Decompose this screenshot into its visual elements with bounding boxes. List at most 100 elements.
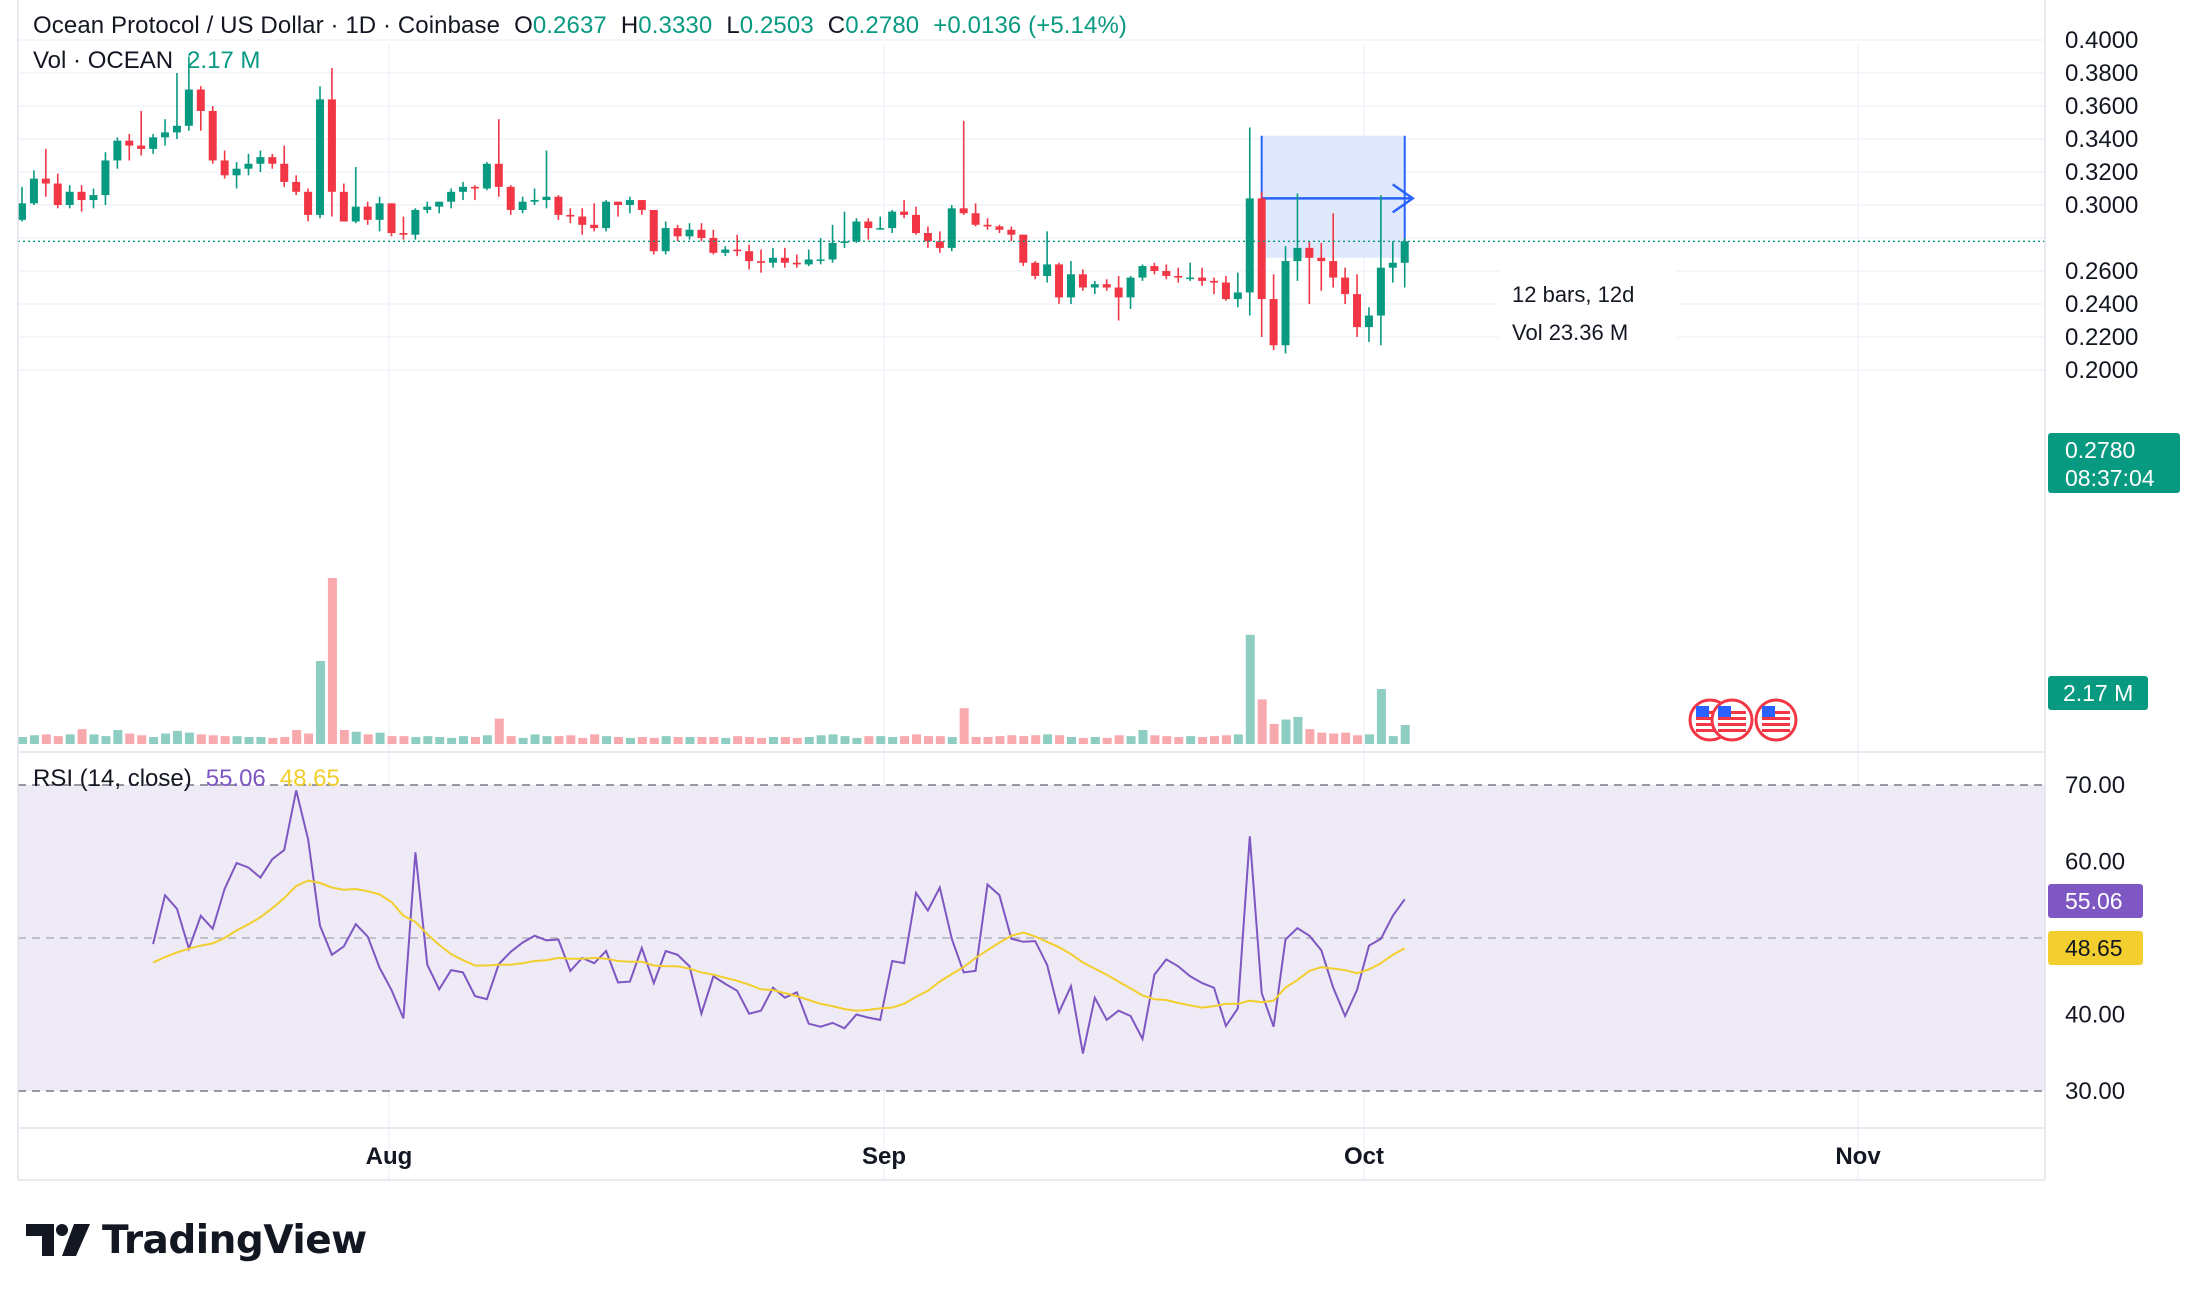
price-tick-label: 0.4000 — [2065, 27, 2138, 54]
candle-body — [208, 110, 217, 161]
candle-body — [435, 201, 444, 207]
volume-bar — [113, 730, 123, 744]
time-axis-label: Oct — [1344, 1143, 1384, 1170]
volume-bar — [506, 736, 516, 744]
candle-body — [1221, 282, 1230, 300]
volume-bar — [649, 737, 659, 744]
volume-bar — [864, 736, 874, 744]
candle-body — [172, 125, 181, 133]
volume-bar — [268, 737, 278, 744]
rsi-label[interactable]: RSI (14, close) — [33, 765, 192, 792]
candle-body — [1138, 266, 1147, 278]
volume-bar — [18, 737, 27, 744]
price-tick-label: 0.3600 — [2065, 93, 2138, 120]
volume-bar — [375, 732, 385, 744]
volume-bar — [780, 737, 790, 744]
volume-bar — [89, 734, 99, 744]
rsi-tick-label: 40.00 — [2065, 1002, 2125, 1029]
candle-body — [137, 145, 146, 149]
candle-body — [1400, 241, 1409, 263]
symbol-title[interactable]: Ocean Protocol / US Dollar · 1D · Coinba… — [33, 12, 501, 39]
volume-bar — [768, 737, 778, 744]
volume-label[interactable]: Vol · OCEAN — [33, 47, 174, 74]
volume-value: 2.17 M — [187, 47, 261, 74]
volume-bar — [494, 718, 504, 744]
rsi-band — [18, 784, 2045, 1092]
measure-bars-text: 12 bars, 12d — [1512, 282, 1634, 307]
us-flag-stripe — [1762, 729, 1790, 732]
price-tick-label: 0.2200 — [2065, 324, 2138, 351]
candle-body — [542, 196, 551, 201]
candle-body — [1269, 299, 1278, 346]
candle-body — [721, 249, 730, 253]
measure-vol-text: Vol 23.36 M — [1512, 320, 1628, 345]
candle-body — [923, 233, 932, 242]
candle-body — [697, 229, 706, 238]
candle-body — [745, 251, 754, 262]
candle-body — [649, 209, 658, 252]
candle-body — [339, 191, 348, 222]
candle-body — [780, 257, 789, 263]
volume-bar — [530, 734, 540, 744]
us-flag-stripe — [1696, 723, 1724, 726]
candle-body — [1376, 267, 1385, 316]
volume-bar — [757, 737, 767, 744]
candle-body — [1353, 294, 1362, 328]
candle-body — [363, 206, 372, 220]
volume-bar — [41, 734, 51, 744]
volume-bar — [888, 737, 898, 744]
rsi-ma-badge — [2048, 931, 2143, 965]
volume-bar — [304, 733, 314, 744]
candle-body — [161, 132, 170, 138]
us-flag-stripe — [1696, 729, 1724, 732]
rsi-tick-label: 70.00 — [2065, 772, 2125, 799]
volume-bar — [1114, 735, 1124, 744]
volume-bar — [1281, 719, 1291, 744]
us-flag-stripe — [1718, 723, 1746, 726]
price-tick-label: 0.3400 — [2065, 126, 2138, 153]
volume-bar — [1329, 733, 1339, 744]
candle-body — [709, 238, 718, 253]
candlesticks — [18, 56, 2045, 354]
volume-bar — [935, 736, 945, 744]
volume-bar — [900, 736, 910, 744]
candle-body — [256, 157, 265, 164]
volume-bar — [339, 730, 349, 744]
volume-bar — [220, 736, 230, 744]
volume-bar — [1031, 735, 1041, 744]
candle-body — [590, 224, 599, 229]
candle-body — [53, 183, 62, 205]
volume-bar — [161, 733, 171, 744]
candle-body — [518, 201, 527, 210]
rsi-tick-label: 60.00 — [2065, 849, 2125, 876]
tradingview-wordmark: TradingView — [102, 1217, 367, 1263]
us-flag-stripe — [1696, 711, 1724, 714]
candle-body — [1281, 261, 1290, 346]
candle-body — [1126, 277, 1135, 298]
candle-body — [149, 137, 158, 149]
candle-body — [113, 140, 122, 161]
price-tick-label: 0.3800 — [2065, 60, 2138, 87]
volume-bar — [971, 737, 981, 744]
volume-bar — [351, 731, 361, 744]
candle-body — [184, 89, 193, 126]
candle-body — [101, 160, 110, 196]
volume-bar — [1043, 734, 1053, 744]
volume-bar — [1007, 735, 1017, 744]
tradingview-logo-icon — [26, 1224, 90, 1256]
candle-body — [912, 214, 920, 234]
candle-body — [673, 228, 682, 237]
candle-body — [1245, 198, 1254, 293]
volume-bar — [1055, 735, 1065, 744]
volume-bar — [1341, 732, 1351, 744]
volume-bar — [435, 737, 445, 744]
volume-bar — [411, 737, 421, 744]
countdown-timer: 08:37:04 — [2065, 465, 2155, 491]
volume-bar — [327, 578, 337, 744]
volume-bar — [149, 737, 159, 744]
open-value: 0.2637 — [532, 12, 607, 39]
candle-body — [530, 200, 539, 202]
tradingview-logo[interactable]: TradingView — [24, 1215, 367, 1265]
volume-bar — [828, 734, 838, 744]
